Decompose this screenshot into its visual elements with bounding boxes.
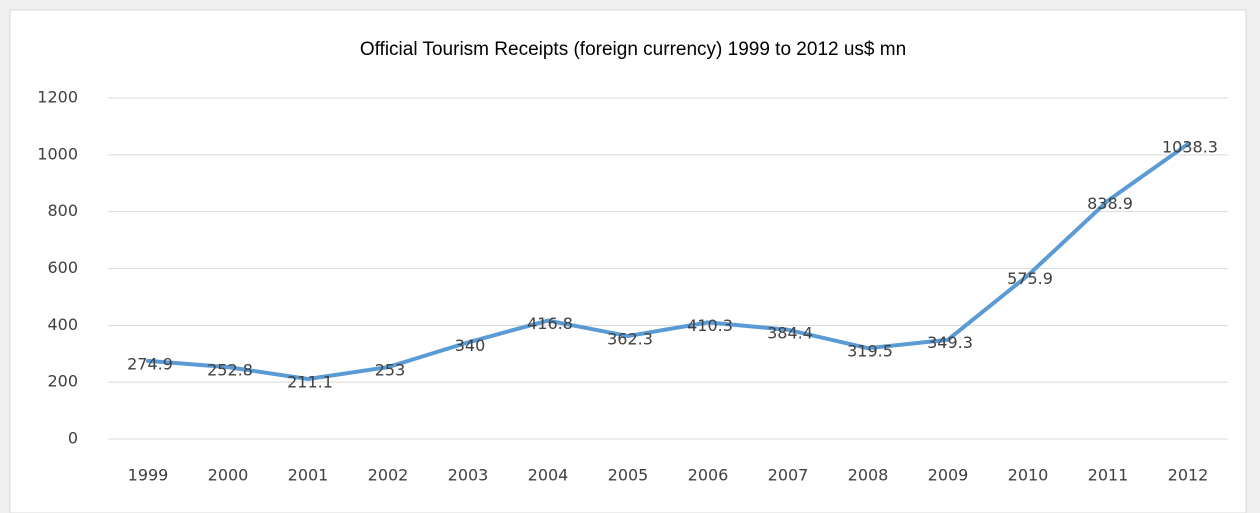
data-label: 416.8	[527, 314, 573, 333]
data-line	[146, 141, 1190, 382]
y-tick-label: 0	[68, 429, 78, 448]
y-tick-label: 600	[47, 258, 78, 277]
x-tick-label: 2012	[1168, 466, 1209, 485]
x-tick-label: 2005	[608, 466, 649, 485]
x-tick-label: 2008	[848, 466, 889, 485]
x-tick-label: 2000	[208, 466, 249, 485]
x-tick-label: 2009	[928, 466, 969, 485]
data-label: 410.3	[687, 316, 733, 335]
y-tick-label: 1200	[37, 88, 78, 107]
y-tick-label: 200	[47, 372, 78, 391]
data-label: 1038.3	[1162, 137, 1218, 156]
y-tick-label: 1000	[37, 144, 78, 163]
x-tick-label: 2002	[368, 466, 409, 485]
x-tick-label: 2011	[1088, 466, 1129, 485]
data-label: 362.3	[607, 330, 653, 349]
data-label: 575.9	[1007, 269, 1053, 288]
x-tick-label: 2003	[448, 466, 489, 485]
x-tick-label: 2006	[688, 466, 729, 485]
x-tick-label: 2001	[288, 466, 329, 485]
data-label: 274.9	[127, 354, 173, 373]
data-label: 319.5	[847, 342, 893, 361]
data-label: 349.3	[927, 333, 973, 352]
data-label: 340	[455, 336, 486, 355]
x-tick-label: 2007	[768, 466, 809, 485]
data-label: 211.1	[287, 373, 333, 392]
chart-title: Official Tourism Receipts (foreign curre…	[360, 39, 906, 60]
data-label: 384.4	[767, 323, 813, 342]
data-label: 253	[375, 361, 406, 380]
y-tick-label: 800	[47, 201, 78, 220]
data-label: 252.8	[207, 361, 253, 380]
x-tick-label: 2010	[1008, 466, 1049, 485]
x-tick-label: 1999	[128, 466, 169, 485]
x-tick-label: 2004	[528, 466, 569, 485]
data-label: 838.9	[1087, 194, 1133, 213]
chart-area	[9, 9, 1247, 513]
y-tick-label: 400	[47, 315, 78, 334]
